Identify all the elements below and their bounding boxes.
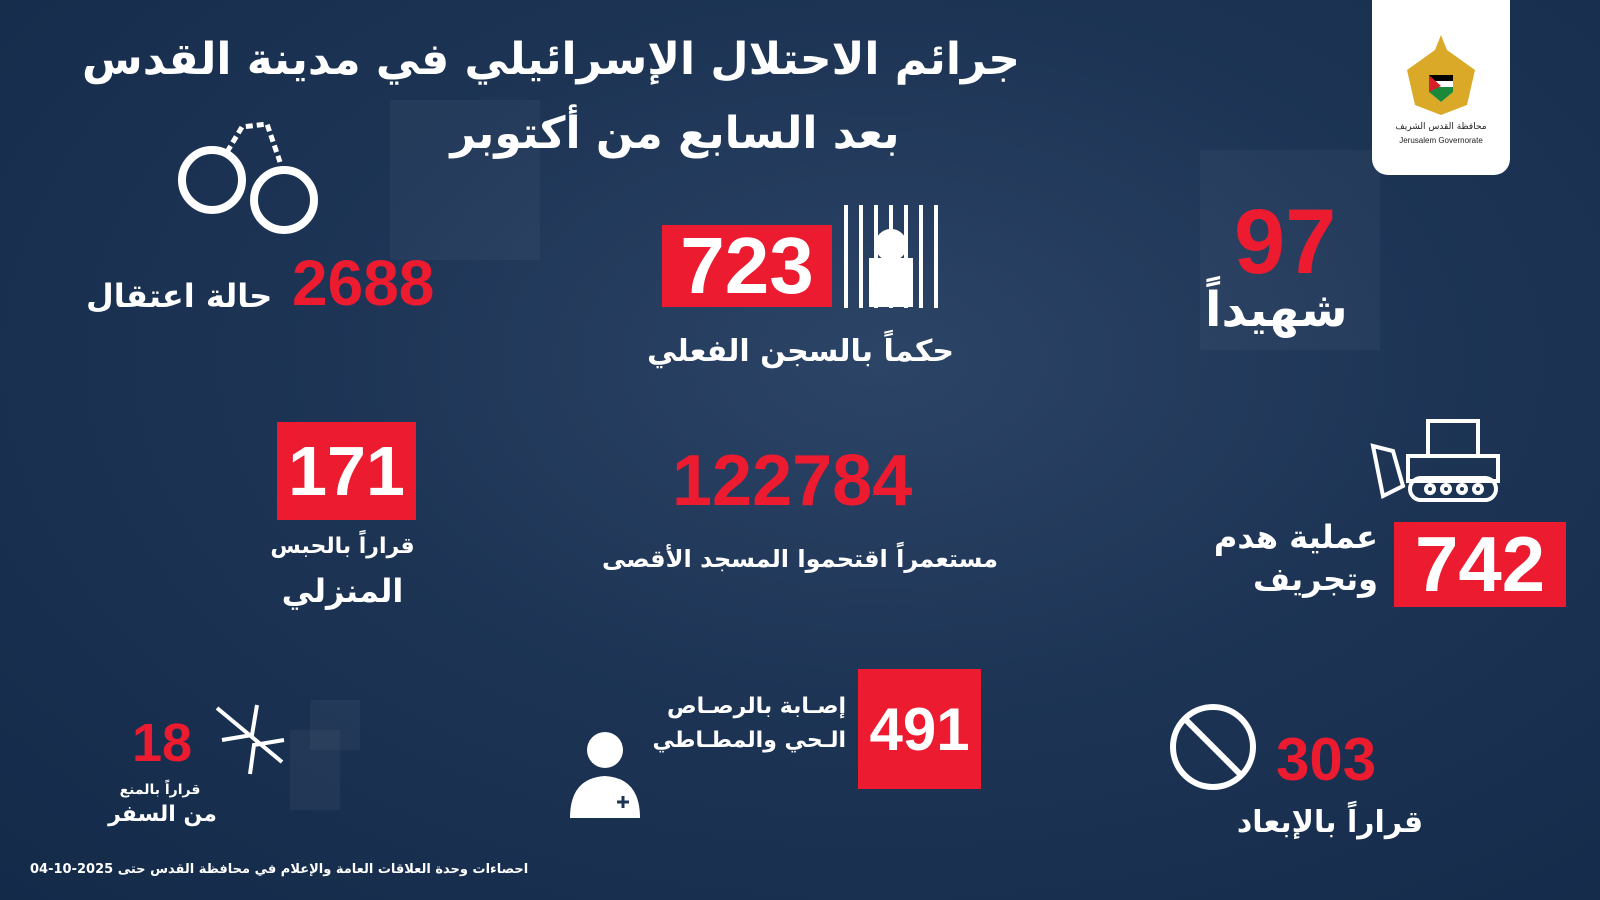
house-arrest-value: 171 [277,422,416,520]
injuries-label1: إصـابة بالرصـاص [667,694,846,719]
injuries-label2: الـحي والمطـاطي [652,728,846,753]
prison-label: حكماً بالسجن الفعلي [647,334,954,369]
demolition-label1: عملية هدم [1213,518,1378,556]
deportation-value: 303 [1276,726,1377,793]
logo-english: Jerusalem Governorate [1399,136,1483,145]
deportation-label: قراراً بالإبعاد [1236,805,1424,840]
martyrs-value: 97 [1234,191,1337,293]
handcuffs-icon [178,121,318,234]
martyrs-label: شهيداً [1205,282,1348,338]
title-line1: جرائم الاحتلال الإسرائيلي في مدينة القدس [82,34,1020,85]
arrests-value: 2688 [292,247,435,319]
settlers-label: مستعمراً اقتحموا المسجد الأقصى [602,545,998,573]
eagle-emblem-icon [1407,35,1475,115]
prison-bars-icon [844,205,938,308]
house-arrest-label1: قراراً بالحبس [270,534,415,559]
prohibited-icon [1170,704,1256,790]
airplane-icon [215,704,285,775]
travel-ban-label1: قراراً بالمنع [119,782,201,798]
prison-value: 723 [662,221,832,310]
travel-ban-label2: من السفر [108,802,217,827]
demolition-value: 742 [1394,520,1566,608]
doctor-icon [570,732,640,818]
arrests-label: حالة اعتقال [86,277,273,315]
injuries-value: 491 [858,669,981,789]
demolition-label2: وتجريف [1253,560,1378,598]
travel-ban-value: 18 [132,713,193,773]
settlers-value: 122784 [672,441,913,521]
house-arrest-label2: المنزلي [281,572,404,610]
footer-source: احصاءات وحدة العلاقات العامة والإعلام في… [30,862,529,877]
logo-arabic: محافظة القدس الشريف [1395,122,1487,132]
bulldozer-icon [1370,419,1500,502]
title-line2: بعد السابع من أكتوبر [450,108,900,159]
logo-card: محافظة القدس الشريف Jerusalem Governorat… [1372,0,1510,175]
